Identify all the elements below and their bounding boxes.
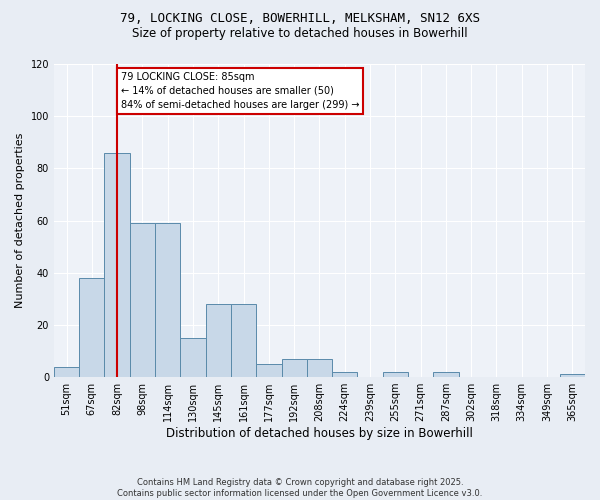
Bar: [130, 223, 155, 377]
Bar: [281, 359, 307, 377]
Text: Size of property relative to detached houses in Bowerhill: Size of property relative to detached ho…: [132, 28, 468, 40]
Bar: [155, 223, 181, 377]
Bar: [560, 374, 585, 377]
Text: 79 LOCKING CLOSE: 85sqm
← 14% of detached houses are smaller (50)
84% of semi-de: 79 LOCKING CLOSE: 85sqm ← 14% of detache…: [121, 72, 359, 110]
Bar: [307, 359, 332, 377]
Bar: [332, 372, 358, 377]
Bar: [104, 152, 130, 377]
Text: 79, LOCKING CLOSE, BOWERHILL, MELKSHAM, SN12 6XS: 79, LOCKING CLOSE, BOWERHILL, MELKSHAM, …: [120, 12, 480, 26]
Bar: [383, 372, 408, 377]
Bar: [79, 278, 104, 377]
Text: Contains HM Land Registry data © Crown copyright and database right 2025.
Contai: Contains HM Land Registry data © Crown c…: [118, 478, 482, 498]
Bar: [231, 304, 256, 377]
Bar: [433, 372, 458, 377]
Bar: [256, 364, 281, 377]
Y-axis label: Number of detached properties: Number of detached properties: [15, 133, 25, 308]
Bar: [54, 366, 79, 377]
Bar: [181, 338, 206, 377]
X-axis label: Distribution of detached houses by size in Bowerhill: Distribution of detached houses by size …: [166, 427, 473, 440]
Bar: [206, 304, 231, 377]
